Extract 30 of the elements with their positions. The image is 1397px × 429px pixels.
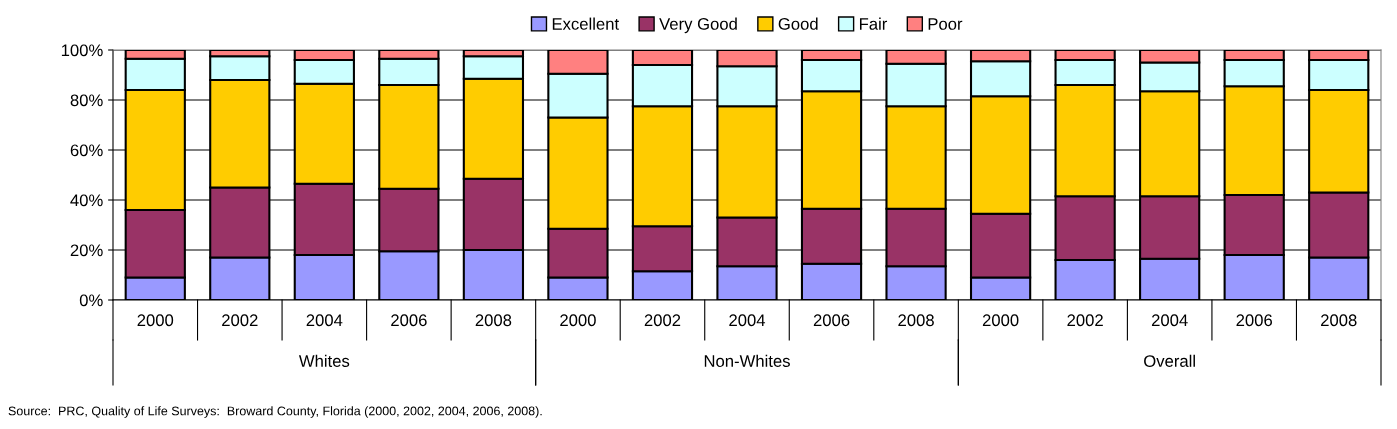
legend-label: Very Good	[659, 17, 737, 34]
x-tick-label: 2004	[306, 314, 343, 327]
source-note: Source: PRC, Quality of Life Surveys: Broward County, Florida (2000, 2002, 2004, 2006, 2008).	[8, 406, 542, 418]
x-tick-label: 2006	[1236, 314, 1273, 327]
x-tick-label: 2006	[391, 314, 427, 327]
x-tick-label: 2000	[560, 314, 596, 327]
x-tick-label: 2002	[222, 314, 258, 327]
legend-label: Excellent	[552, 17, 619, 30]
x-tick-label: 2008	[898, 314, 934, 327]
x-tick-label: 2000	[982, 314, 1019, 327]
x-tick-label: 2002	[1067, 314, 1103, 327]
text: Non-Whites	[704, 354, 790, 367]
y-tick-label: 60%	[70, 144, 103, 157]
x-tick-label: 2008	[475, 314, 512, 327]
legend-label: Good	[778, 17, 818, 30]
x-tick-label: 2002	[644, 314, 681, 327]
x-tick-label: 2004	[729, 314, 766, 327]
legend-label: Fair	[859, 17, 888, 30]
y-tick-label: 40%	[70, 194, 103, 207]
text: Whites	[298, 354, 350, 367]
x-tick-label: 2006	[813, 314, 850, 327]
y-tick-label: 80%	[70, 94, 103, 107]
y-tick-label: 20%	[70, 244, 103, 257]
x-tick-label: 2000	[137, 314, 174, 327]
legend-label: Poor	[928, 18, 963, 30]
x-tick-label: 2008	[1321, 314, 1357, 327]
text: Overall	[1144, 354, 1195, 367]
y-tick-label: 0%	[79, 294, 103, 307]
y-tick-label: 100%	[61, 44, 103, 57]
x-tick-label: 2004	[1151, 314, 1188, 327]
